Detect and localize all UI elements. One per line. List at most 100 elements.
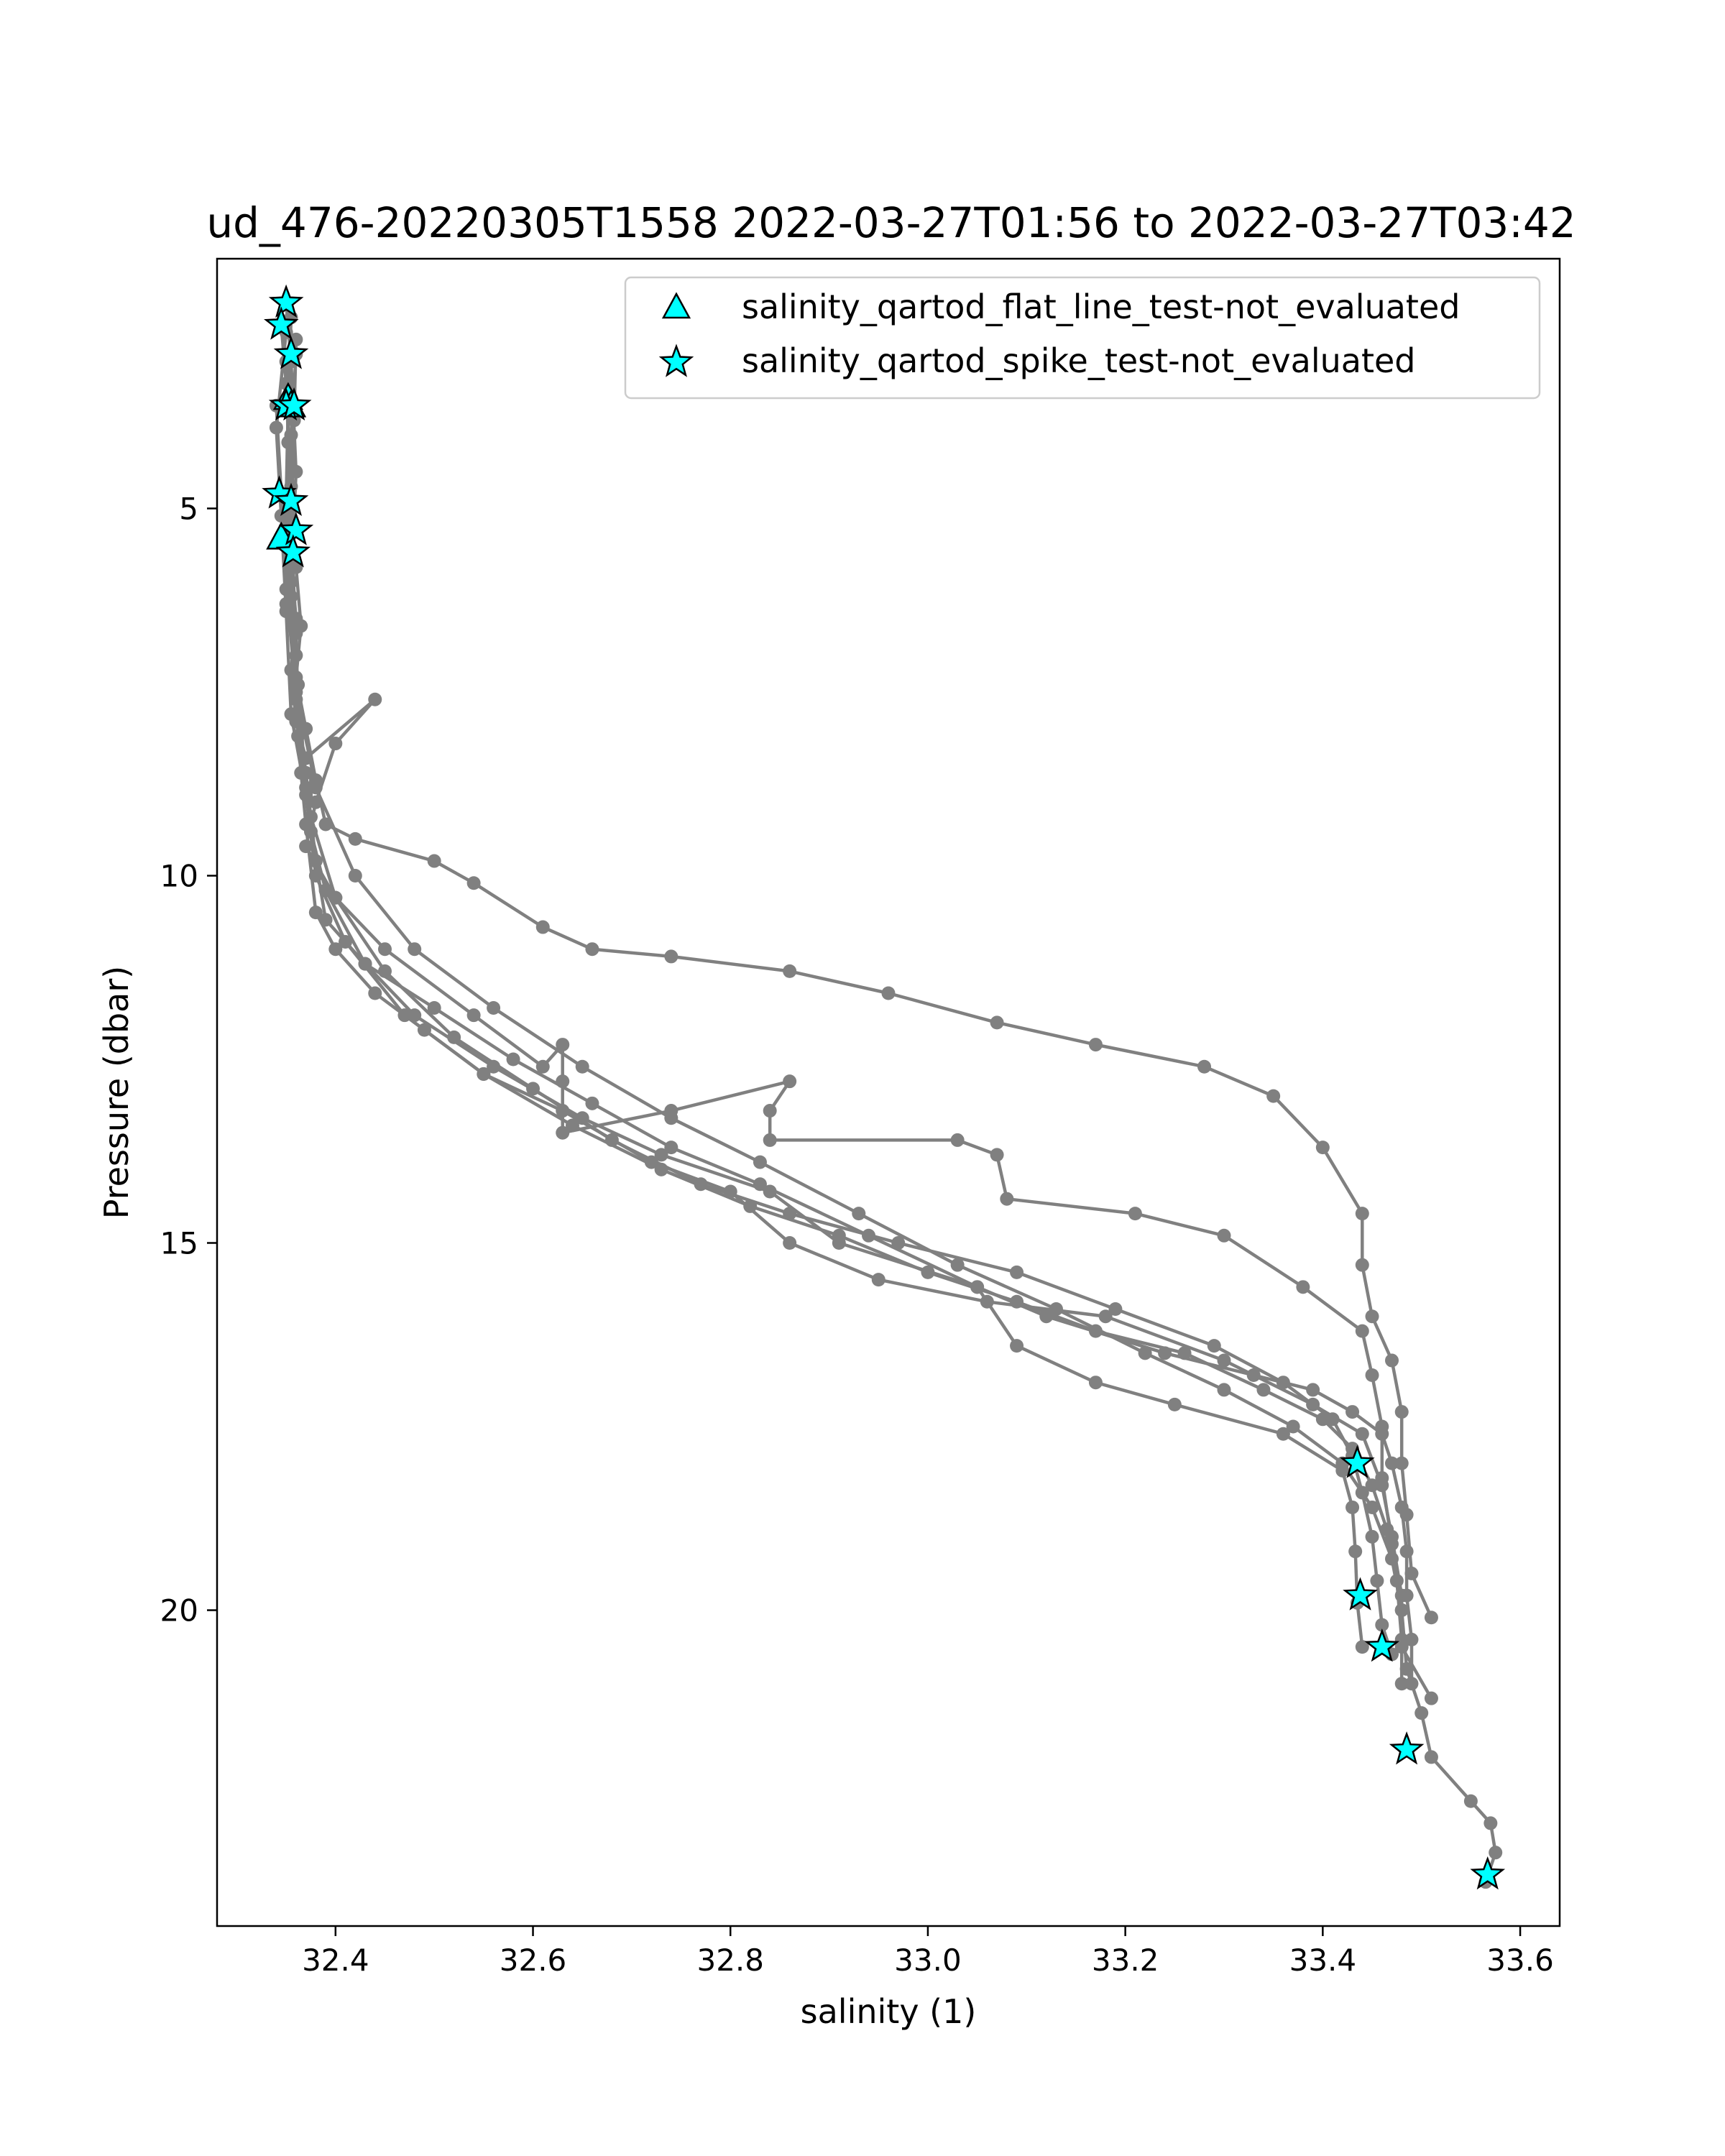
spike-flag-marker (273, 482, 309, 516)
data-point (328, 737, 343, 751)
x-tick-label: 33.2 (1092, 1943, 1159, 1978)
data-point (654, 1148, 668, 1162)
data-point (1424, 1691, 1438, 1705)
data-point (1489, 1846, 1503, 1860)
data-point (1098, 1309, 1113, 1324)
data-point (1399, 1588, 1414, 1603)
data-point (1385, 1353, 1399, 1368)
profile-series-1 (279, 295, 1369, 1654)
data-point (1399, 1662, 1414, 1676)
data-point (1010, 1339, 1024, 1353)
data-point (881, 986, 896, 1000)
data-point (1246, 1368, 1261, 1382)
x-tick-label: 33.4 (1289, 1943, 1357, 1978)
profile-line (275, 405, 1497, 1883)
data-point (1484, 1816, 1498, 1830)
legend-box (624, 276, 1541, 400)
spike-flag-marker (273, 336, 309, 369)
data-point (980, 1294, 994, 1309)
data-point (1325, 1412, 1340, 1427)
spike-flag-marker (1364, 1628, 1400, 1662)
data-point (1296, 1280, 1310, 1294)
data-point (832, 1228, 846, 1243)
data-point (1394, 1677, 1409, 1691)
data-point (466, 876, 481, 890)
data-point (1375, 1471, 1389, 1485)
data-point (1414, 1706, 1429, 1720)
profile-series-2 (274, 318, 1438, 1705)
data-point (289, 626, 303, 640)
data-point (1394, 1632, 1409, 1646)
data-point (585, 942, 599, 957)
x-tick-label: 33.0 (894, 1943, 962, 1978)
data-point (427, 1000, 441, 1015)
data-point (1375, 1618, 1389, 1632)
data-point (378, 964, 392, 978)
spike-flag-marker (268, 284, 304, 318)
data-point (1355, 1207, 1369, 1221)
data-point (1399, 1544, 1414, 1559)
data-point (783, 964, 797, 978)
data-point (1217, 1383, 1231, 1397)
data-point (1010, 1265, 1024, 1279)
data-point (1385, 1456, 1399, 1470)
data-point (694, 1177, 708, 1192)
x-tick-label: 32.6 (500, 1943, 567, 1978)
data-point (1286, 1419, 1300, 1434)
data-point (506, 1052, 520, 1067)
data-point (1207, 1339, 1221, 1353)
data-point (1276, 1427, 1290, 1441)
data-point (664, 1111, 678, 1125)
data-point (279, 604, 293, 619)
data-point (1375, 1427, 1389, 1441)
y-axis: 5 10 15 20 (160, 491, 217, 1628)
data-point (783, 1236, 797, 1250)
data-point (1266, 1089, 1281, 1103)
data-point (783, 1207, 797, 1221)
data-point (308, 780, 323, 795)
data-point (664, 1141, 678, 1155)
data-point (339, 934, 353, 949)
data-point (1088, 1376, 1103, 1390)
spike-flag-marker (276, 387, 312, 421)
profile-line (289, 339, 1394, 1655)
data-point (1404, 1632, 1419, 1646)
legend: salinity_qartod_flat_line_test-not_evalu… (624, 276, 1541, 400)
profile-series-5 (279, 310, 1419, 1691)
data-point (753, 1177, 767, 1192)
data-point (447, 1030, 461, 1044)
profiles-layer (269, 295, 1503, 1889)
data-point (1365, 1529, 1379, 1544)
data-point (763, 1133, 777, 1147)
data-point (783, 1074, 797, 1089)
y-tick-label: 5 (179, 491, 198, 526)
data-point (303, 810, 318, 824)
data-point (1370, 1574, 1384, 1588)
profile-line (280, 324, 1433, 1700)
data-point (556, 1125, 570, 1140)
x-tick-label: 32.8 (696, 1943, 764, 1978)
data-point (397, 1008, 412, 1023)
data-point (466, 1008, 481, 1023)
data-point (753, 1155, 767, 1169)
data-point (348, 869, 362, 883)
data-point (1010, 1294, 1024, 1309)
data-point (1365, 1478, 1379, 1493)
data-point (308, 869, 323, 883)
data-point (427, 854, 441, 868)
x-tick-label: 32.4 (302, 1943, 369, 1978)
data-point (368, 692, 382, 706)
x-axis-label: salinity (1) (801, 1992, 977, 2031)
x-axis: 32.4 32.6 32.8 33.0 33.2 33.4 33.6 (302, 1926, 1554, 1978)
data-point (1256, 1383, 1271, 1397)
data-point (378, 942, 392, 957)
data-point (1315, 1141, 1330, 1155)
data-point (279, 582, 293, 596)
data-point (477, 1067, 491, 1081)
profile-line (275, 331, 1404, 1684)
data-point (1346, 1500, 1360, 1514)
data-point (1000, 1192, 1014, 1206)
data-point (1167, 1397, 1182, 1411)
data-point (1394, 1603, 1409, 1618)
